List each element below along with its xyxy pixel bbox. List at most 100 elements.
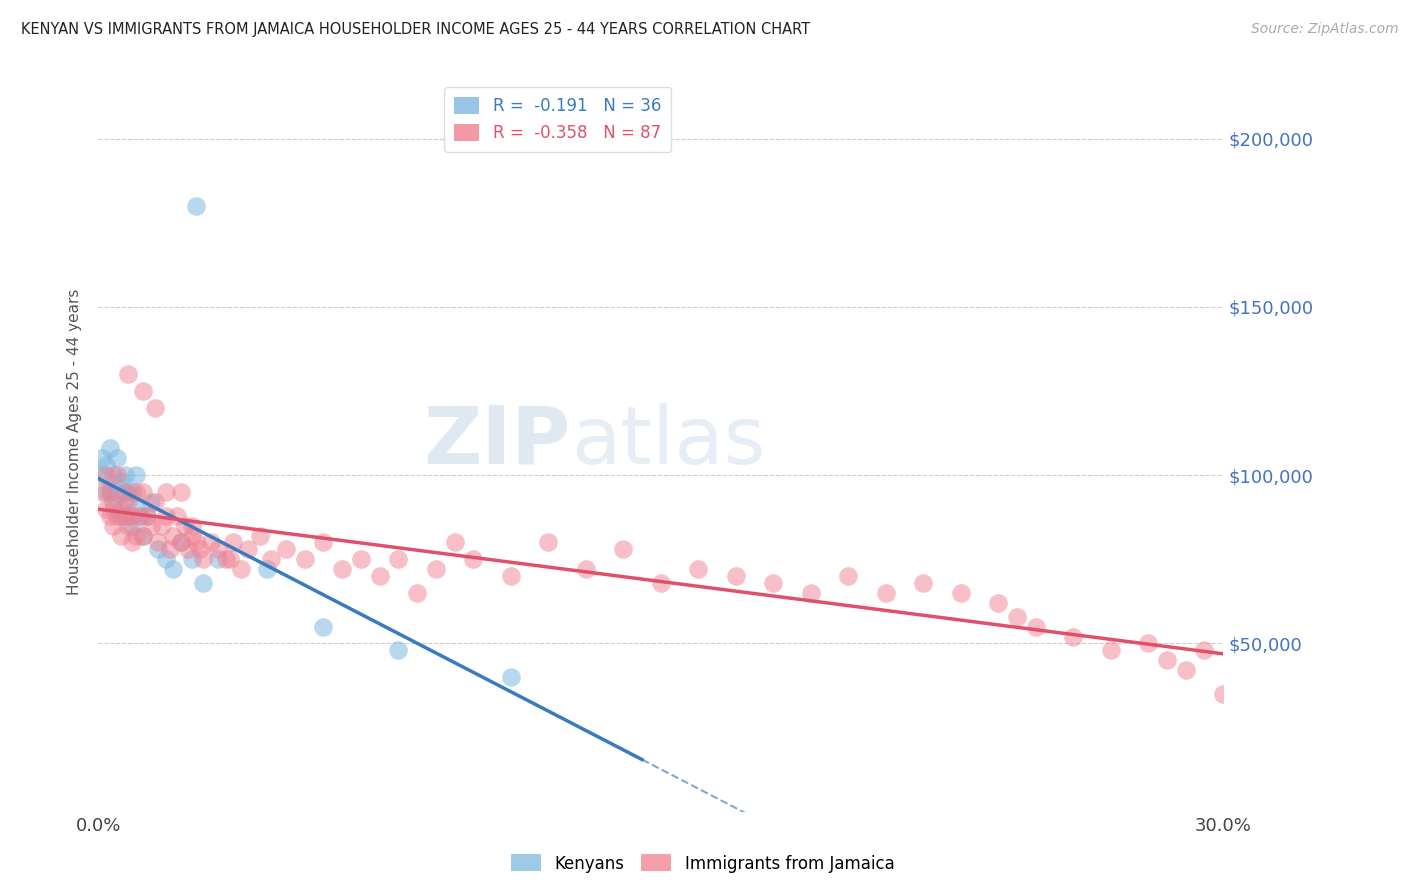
Point <box>114 495 136 509</box>
Point <box>200 535 222 549</box>
Point <box>121 508 143 523</box>
Point <box>987 596 1010 610</box>
Point <box>94 468 117 483</box>
Point <box>105 485 128 500</box>
Point <box>150 518 173 533</box>
Point <box>207 542 229 557</box>
Point <box>132 485 155 500</box>
Point <box>114 508 136 523</box>
Point <box>207 552 229 566</box>
Point <box>98 442 121 456</box>
Legend: R =  -0.191   N = 36, R =  -0.358   N = 87: R = -0.191 N = 36, R = -0.358 N = 87 <box>444 87 671 152</box>
Point <box>170 485 193 500</box>
Point <box>91 485 114 500</box>
Point <box>136 508 159 523</box>
Point <box>181 529 204 543</box>
Point <box>800 586 823 600</box>
Point <box>117 485 139 500</box>
Point <box>114 485 136 500</box>
Point <box>110 501 132 516</box>
Point <box>260 552 283 566</box>
Point <box>499 670 522 684</box>
Point <box>612 542 634 557</box>
Point <box>166 508 188 523</box>
Point <box>177 542 200 557</box>
Point <box>117 518 139 533</box>
Point <box>148 542 170 557</box>
Point <box>188 542 211 557</box>
Point <box>103 495 125 509</box>
Point <box>105 508 128 523</box>
Point <box>443 535 465 549</box>
Y-axis label: Householder Income Ages 25 - 44 years: Householder Income Ages 25 - 44 years <box>67 288 83 595</box>
Point <box>117 368 139 382</box>
Point <box>193 575 215 590</box>
Point <box>94 501 117 516</box>
Point <box>132 384 155 398</box>
Point <box>162 562 184 576</box>
Point <box>368 569 391 583</box>
Point <box>91 468 114 483</box>
Point <box>537 535 560 549</box>
Point <box>499 569 522 583</box>
Point <box>387 643 409 657</box>
Point <box>170 535 193 549</box>
Point <box>132 529 155 543</box>
Point <box>837 569 859 583</box>
Point <box>387 552 409 566</box>
Point <box>125 485 148 500</box>
Point <box>148 535 170 549</box>
Point <box>1025 619 1047 633</box>
Point <box>117 495 139 509</box>
Point <box>132 529 155 543</box>
Point <box>103 518 125 533</box>
Point <box>159 542 181 557</box>
Point <box>1194 643 1216 657</box>
Point <box>218 552 240 566</box>
Point <box>463 552 485 566</box>
Point <box>193 552 215 566</box>
Point <box>181 518 204 533</box>
Point <box>117 508 139 523</box>
Point <box>173 518 195 533</box>
Point <box>688 562 710 576</box>
Text: KENYAN VS IMMIGRANTS FROM JAMAICA HOUSEHOLDER INCOME AGES 25 - 44 YEARS CORRELAT: KENYAN VS IMMIGRANTS FROM JAMAICA HOUSEH… <box>21 22 810 37</box>
Point <box>125 501 148 516</box>
Point <box>110 529 132 543</box>
Point <box>121 518 143 533</box>
Point <box>222 535 245 549</box>
Point <box>103 501 125 516</box>
Point <box>350 552 373 566</box>
Point <box>238 542 260 557</box>
Point <box>110 508 132 523</box>
Point <box>181 552 204 566</box>
Point <box>143 495 166 509</box>
Point <box>91 451 114 466</box>
Point <box>143 401 166 415</box>
Point <box>94 485 117 500</box>
Point <box>121 535 143 549</box>
Point <box>425 562 447 576</box>
Point <box>1099 643 1122 657</box>
Point <box>1156 653 1178 667</box>
Point <box>184 199 207 213</box>
Point <box>312 619 335 633</box>
Point <box>762 575 785 590</box>
Point <box>215 552 238 566</box>
Point <box>1005 609 1028 624</box>
Point <box>274 542 297 557</box>
Point <box>125 529 148 543</box>
Point <box>155 508 177 523</box>
Point <box>406 586 429 600</box>
Point <box>94 458 117 472</box>
Point <box>98 485 121 500</box>
Point <box>330 562 353 576</box>
Point <box>1174 664 1197 678</box>
Point <box>294 552 316 566</box>
Point <box>110 475 132 489</box>
Point <box>139 495 162 509</box>
Point <box>105 451 128 466</box>
Point <box>139 518 162 533</box>
Point <box>575 562 598 576</box>
Point <box>162 529 184 543</box>
